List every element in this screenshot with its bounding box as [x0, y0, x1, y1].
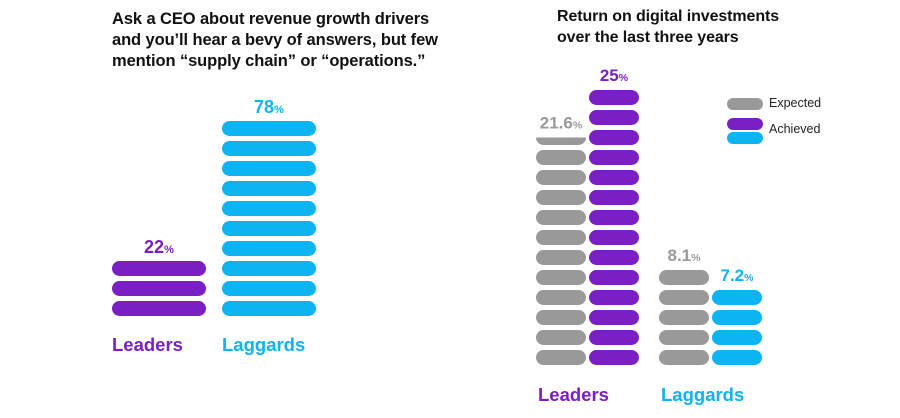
- left-leaders-pill: [112, 301, 206, 316]
- left-laggards-pill: [222, 161, 316, 176]
- right-leaders-achieved-value-label: 25%: [600, 66, 629, 85]
- right-leaders-category-label: Leaders: [538, 384, 609, 405]
- right-laggards-expected-pill: [659, 290, 709, 305]
- left-leaders-value-label-unit: %: [164, 244, 174, 256]
- right-laggards-category-label: Laggards: [661, 384, 744, 405]
- right-leaders-expected-pill: [536, 170, 586, 185]
- right-leaders-achieved-pill: [589, 290, 639, 305]
- legend-swatch-expected: [727, 98, 763, 110]
- right-leaders-achieved-pill: [589, 350, 639, 365]
- left-laggards-pill: [222, 181, 316, 196]
- legend-swatch-achieved-leaders: [727, 118, 763, 130]
- legend-swatch-achieved-laggards: [727, 132, 763, 144]
- right-laggards-expected-pill: [659, 270, 709, 285]
- right-leaders-expected-pill: [536, 250, 586, 265]
- right-laggards-expected-value-label-number: 8.1: [667, 246, 691, 265]
- right-leaders-expected-pill: [536, 310, 586, 325]
- right-leaders-achieved-pill: [589, 110, 639, 125]
- right-leaders-expected-pill: [536, 270, 586, 285]
- left-leaders-value-label-number: 22: [144, 237, 164, 257]
- right-leaders-achieved-pill: [589, 230, 639, 245]
- right-laggards-achieved-value-label-unit: %: [744, 272, 754, 284]
- right-leaders-achieved-pill: [589, 150, 639, 165]
- legend-label-achieved: Achieved: [769, 122, 821, 136]
- right-leaders-expected-pill: [536, 150, 586, 165]
- right-leaders-achieved-value-label-number: 25: [600, 66, 619, 85]
- left-leaders-pill: [112, 281, 206, 296]
- right-title-line-2: over the last three years: [557, 29, 739, 46]
- right-laggards-achieved-pill: [712, 310, 762, 325]
- right-leaders-achieved-pill: [589, 90, 639, 105]
- right-leaders-achieved-value-label-unit: %: [619, 72, 629, 84]
- left-laggards-pill: [222, 221, 316, 236]
- right-laggards-achieved-pill: [712, 350, 762, 365]
- right-leaders-achieved-pill: [589, 270, 639, 285]
- left-chart-title: Ask a CEO about revenue growth drivers a…: [112, 9, 452, 72]
- left-laggards-pill: [222, 201, 316, 216]
- left-laggards-value-label: 78%: [254, 97, 284, 117]
- right-laggards-expected-pill: [659, 310, 709, 325]
- left-title-line-1: Ask a CEO about revenue growth drivers: [112, 10, 430, 28]
- right-leaders-expected-pill: [536, 190, 586, 205]
- right-leaders-expected-partial-pill: [536, 137, 586, 145]
- right-leaders-expected-value-label-unit: %: [573, 120, 583, 132]
- right-leaders-achieved-pill: [589, 170, 639, 185]
- left-laggards-value-label-number: 78: [254, 97, 274, 117]
- right-leaders-achieved-pill: [589, 310, 639, 325]
- right-leaders-expected-pill: [536, 350, 586, 365]
- left-title-line-2: and you’ll hear a bevy of answers, but f…: [112, 31, 438, 49]
- left-laggards-pill: [222, 241, 316, 256]
- left-laggards-pill: [222, 121, 316, 136]
- right-leaders-achieved-pill: [589, 190, 639, 205]
- right-leaders-achieved-pill: [589, 250, 639, 265]
- left-laggards-category-label: Laggards: [222, 334, 305, 355]
- right-laggards-achieved-pill: [712, 330, 762, 345]
- right-chart-title: Return on digital investments over the l…: [557, 6, 817, 48]
- right-leaders-achieved-pill: [589, 210, 639, 225]
- right-leaders-expected-pill: [536, 330, 586, 345]
- left-leaders-value-label: 22%: [144, 237, 174, 257]
- right-laggards-achieved-value-label-number: 7.2: [720, 266, 744, 285]
- right-laggards-achieved-value-label: 7.2%: [720, 266, 754, 285]
- right-leaders-achieved-pill: [589, 130, 639, 145]
- right-laggards-expected-value-label: 8.1%: [667, 246, 701, 265]
- right-laggards-expected-pill: [659, 350, 709, 365]
- right-leaders-expected-value-label: 21.6%: [540, 114, 583, 133]
- right-laggards-expected-value-label-unit: %: [691, 252, 701, 264]
- legend-label-expected: Expected: [769, 96, 822, 110]
- left-laggards-pill: [222, 281, 316, 296]
- left-laggards-pill: [222, 261, 316, 276]
- right-leaders-expected-value-label-number: 21.6: [540, 114, 573, 133]
- left-laggards-pill: [222, 141, 316, 156]
- right-leaders-expected-pill: [536, 230, 586, 245]
- left-leaders-pill: [112, 261, 206, 276]
- right-title-line-1: Return on digital investments: [557, 8, 780, 25]
- right-leaders-expected-pill: [536, 210, 586, 225]
- right-leaders-achieved-pill: [589, 330, 639, 345]
- left-laggards-value-label-unit: %: [274, 104, 284, 116]
- right-leaders-expected-pill: [536, 290, 586, 305]
- left-title-line-3: mention “supply chain” or “operations.”: [112, 52, 426, 70]
- left-leaders-category-label: Leaders: [112, 334, 183, 355]
- right-laggards-expected-pill: [659, 330, 709, 345]
- right-laggards-achieved-pill: [712, 290, 762, 305]
- left-laggards-pill: [222, 301, 316, 316]
